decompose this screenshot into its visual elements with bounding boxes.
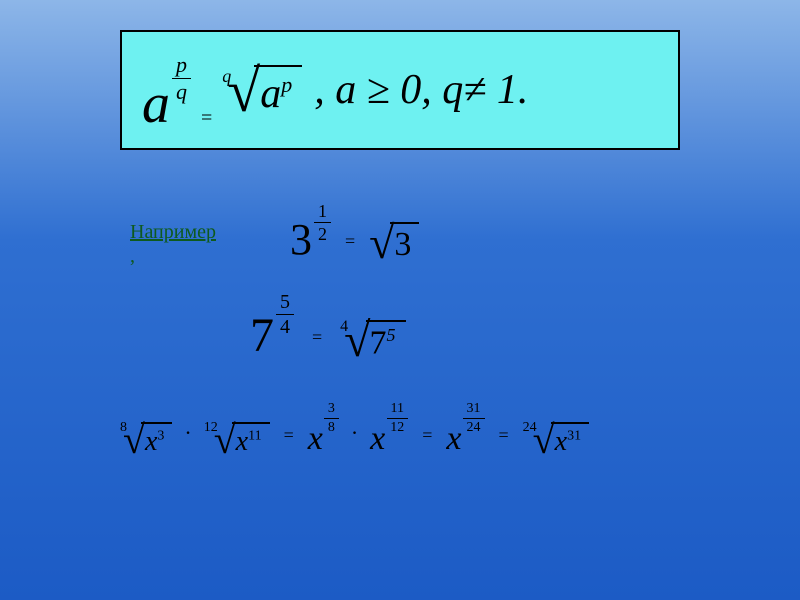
ex2-radical: 4 √ 75: [340, 320, 405, 360]
dot-1: ·: [184, 420, 191, 446]
ex2-eq: =: [312, 327, 322, 348]
ex1-radicand: 3: [390, 222, 419, 262]
formula-radical: q √ ap: [222, 65, 302, 115]
formula-box: a p q = q √ ap , a ≥ 0, q≠ 1.: [120, 30, 680, 150]
ex1-radical: √ 3: [369, 222, 419, 262]
dot-2: ·: [351, 420, 358, 446]
ex2-radicand: 75: [366, 320, 406, 360]
ex3-radical-final: 24 √ x31: [523, 422, 589, 456]
root-index: q: [222, 66, 231, 87]
ex3-pow-1: x 3 8: [308, 400, 339, 456]
ex2-base: 7: [250, 290, 274, 360]
ex3-radical-1: 8 √ x3: [120, 422, 172, 456]
formula-lhs: a p q: [142, 48, 191, 132]
lhs-base: a: [142, 48, 170, 132]
ex3-pow-2: x 11 12: [370, 400, 408, 456]
example-label: Например ,: [130, 220, 216, 268]
example-2: 7 5 4 = 4 √ 75: [250, 290, 406, 360]
slide: a p q = q √ ap , a ≥ 0, q≠ 1. Например ,…: [0, 0, 800, 600]
lhs-exponent: p q: [172, 54, 191, 103]
example-3: 8 √ x3 · 12 √ x11 = x 3 8 · x 11: [120, 400, 589, 456]
ex1-exp: 1 2: [314, 202, 331, 243]
radicand: ap: [254, 65, 302, 115]
condition-text: , a ≥ 0, q≠ 1.: [314, 66, 528, 114]
ex3-eq-1: =: [284, 425, 294, 446]
ex3-radical-2: 12 √ x11: [204, 422, 270, 456]
example-1: 3 1 2 = √ 3: [290, 200, 419, 262]
ex3-eq-3: =: [499, 425, 509, 446]
ex3-pow-3: x 31 24: [446, 400, 484, 456]
ex1-eq: =: [345, 231, 355, 252]
ex1-base: 3: [290, 200, 312, 262]
formula-eq: =: [201, 107, 212, 130]
ex2-exp: 5 4: [276, 292, 294, 337]
ex3-eq-2: =: [422, 425, 432, 446]
